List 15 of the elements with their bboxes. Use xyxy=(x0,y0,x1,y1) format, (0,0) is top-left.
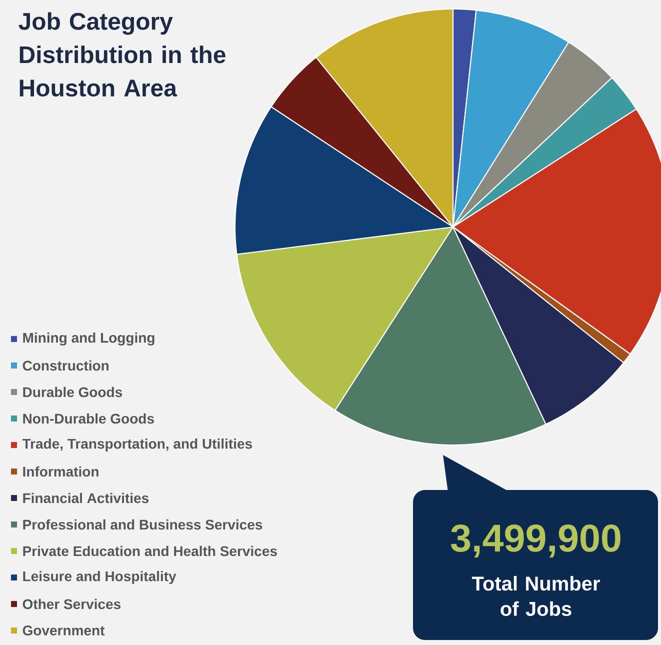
legend-label: Other Services xyxy=(22,598,121,610)
legend-label: Construction xyxy=(22,360,108,371)
text: Job Category Distribution in the Houston Area xyxy=(18,12,226,97)
legend-label: Financial Activities xyxy=(23,492,149,504)
legend-label: Information xyxy=(23,466,98,477)
text: 3,499,900 xyxy=(450,524,620,558)
text: Total Number of Jobs xyxy=(472,576,600,616)
legend-label: Leisure and Hospitality xyxy=(23,570,176,584)
legend-label: Private Education and Health Services xyxy=(23,546,277,556)
legend-label: Professional and Business Services xyxy=(23,519,262,530)
legend-label: Durable Goods xyxy=(23,386,122,398)
legend-label: Mining and Logging xyxy=(23,332,154,346)
legend-label: Non-Durable Goods xyxy=(23,413,154,424)
legend-label: Trade, Transportation, and Utilities xyxy=(22,438,252,452)
legend-label: Government xyxy=(22,626,105,636)
